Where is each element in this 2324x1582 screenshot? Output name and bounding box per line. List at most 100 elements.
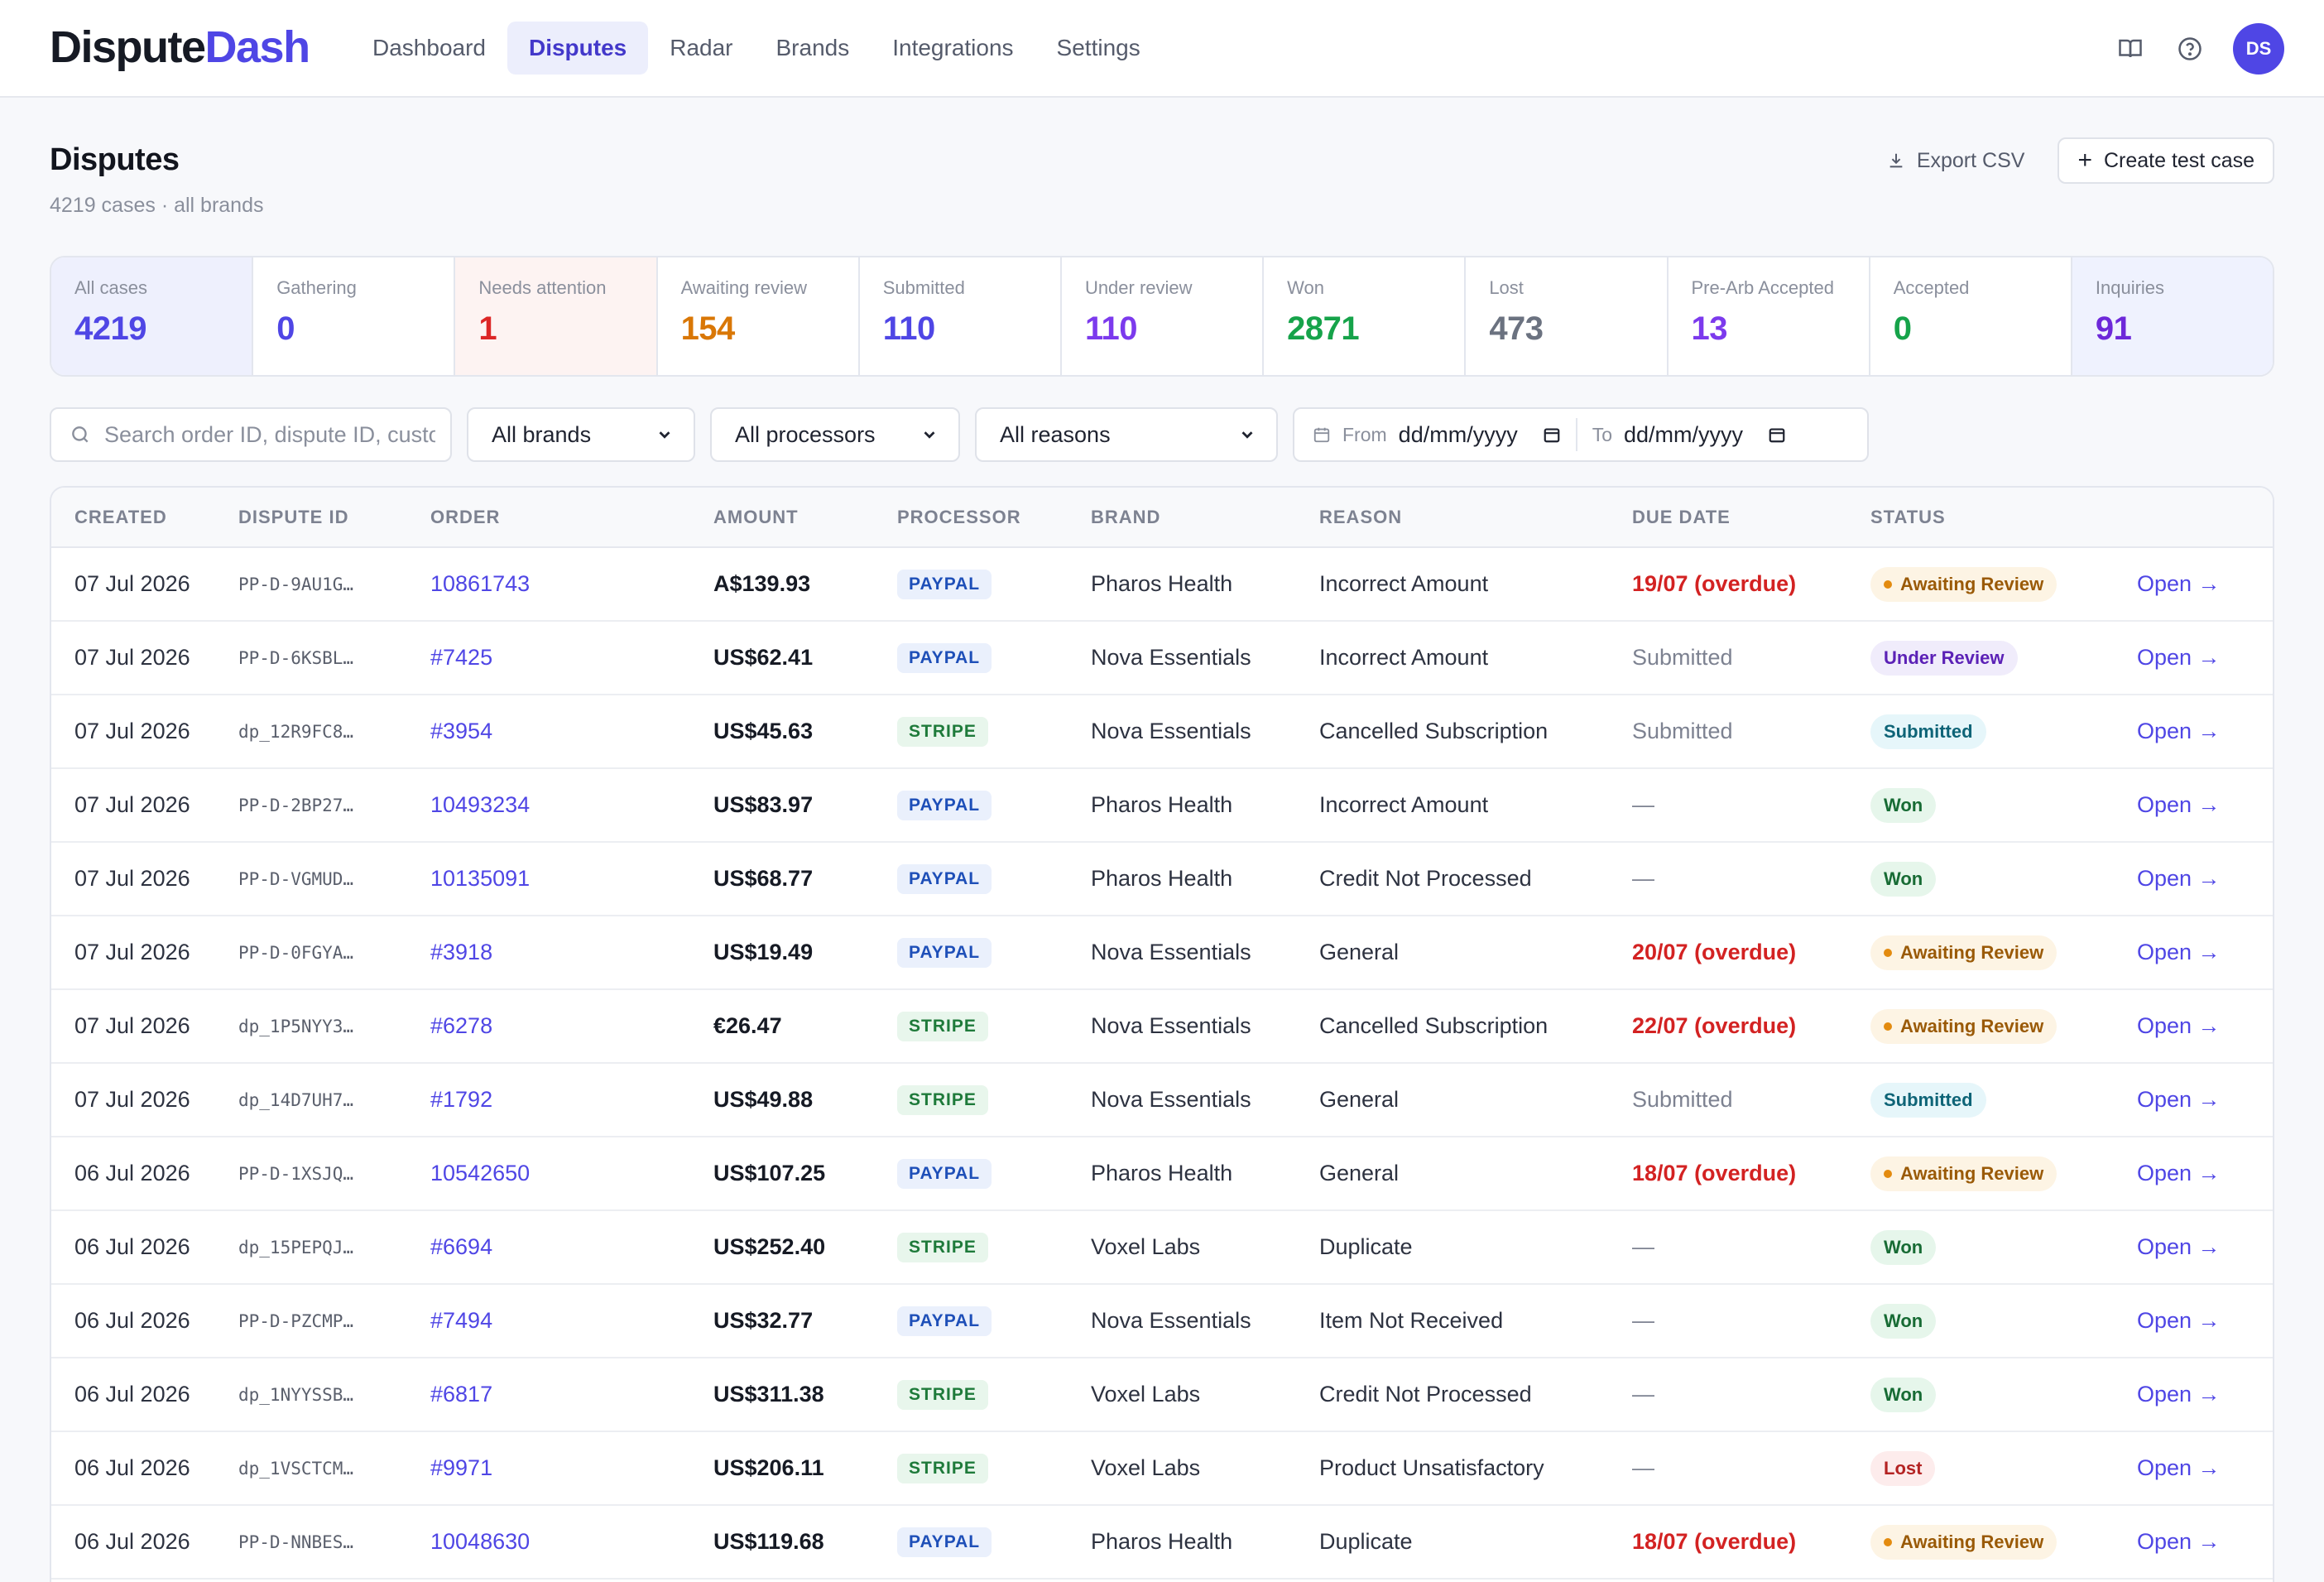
- order-link[interactable]: #3918: [430, 916, 713, 990]
- table-row[interactable]: 06 Jul 2026 PP-D-NNBES… 10048630 US$119.68 P…: [51, 1505, 2273, 1580]
- table-row[interactable]: 06 Jul 2026 PP-D-PZCMP… #7494 US$32.77 PAYPA…: [51, 1284, 2273, 1358]
- stat-needs-attention[interactable]: Needs attention 1: [455, 257, 658, 375]
- order-link[interactable]: #6817: [430, 1358, 713, 1432]
- open-case-link[interactable]: Open →: [2137, 1234, 2221, 1259]
- search-box: [50, 407, 452, 462]
- col-amount[interactable]: AMOUNT: [713, 488, 897, 548]
- col-processor[interactable]: PROCESSOR: [897, 488, 1091, 548]
- table-row[interactable]: 07 Jul 2026 dp_14D7UH7… #1792 US$49.88 STRIP…: [51, 1063, 2273, 1137]
- reason-filter-select[interactable]: All reasons: [975, 407, 1278, 462]
- create-test-case-button[interactable]: + Create test case: [2058, 137, 2274, 184]
- col-brand[interactable]: BRAND: [1091, 488, 1319, 548]
- order-link[interactable]: #3954: [430, 695, 713, 769]
- user-avatar[interactable]: DS: [2233, 23, 2284, 75]
- book-icon[interactable]: [2114, 32, 2147, 65]
- cell-created: 06 Jul 2026: [51, 1358, 238, 1432]
- table-row[interactable]: 07 Jul 2026 PP-D-0FGYA… #3918 US$19.49 PAYPA…: [51, 916, 2273, 990]
- open-case-link[interactable]: Open →: [2137, 1161, 2221, 1185]
- stat-awaiting-review[interactable]: Awaiting review 154: [658, 257, 860, 375]
- to-date-input[interactable]: dd/mm/yyyy: [1624, 421, 1744, 447]
- status-badge: Awaiting Review: [1870, 935, 2058, 970]
- cell-brand: Pharos Health: [1091, 547, 1319, 622]
- col-created[interactable]: CREATED: [51, 488, 238, 548]
- cell-brand: Pharos Health: [1091, 842, 1319, 916]
- order-link[interactable]: #6278: [430, 989, 713, 1064]
- order-link[interactable]: #1792: [430, 1063, 713, 1137]
- app-logo[interactable]: DisputeDash: [50, 20, 310, 75]
- col-due-date[interactable]: DUE DATE: [1632, 488, 1870, 548]
- stat-lost[interactable]: Lost 473: [1466, 257, 1669, 375]
- cell-amount: €26.47: [713, 989, 897, 1064]
- cell-status: Won: [1870, 842, 2137, 916]
- col-status[interactable]: STATUS: [1870, 488, 2137, 548]
- processor-filter-select[interactable]: All processors: [710, 407, 960, 462]
- table-row[interactable]: 07 Jul 2026 PP-D-VGMUD… 10135091 US$68.77 PA…: [51, 842, 2273, 916]
- stat-won[interactable]: Won 2871: [1264, 257, 1467, 375]
- status-badge: Won: [1870, 1377, 1937, 1412]
- table-row[interactable]: 06 Jul 2026 dp_1NYYSSB… #6817 US$311.38 STRI…: [51, 1358, 2273, 1432]
- order-link[interactable]: #9971: [430, 1431, 713, 1506]
- col-order[interactable]: ORDER: [430, 488, 713, 548]
- open-case-link[interactable]: Open →: [2137, 866, 2221, 891]
- open-case-link[interactable]: Open →: [2137, 792, 2221, 817]
- open-case-link[interactable]: Open →: [2137, 1382, 2221, 1406]
- nav-dashboard[interactable]: Dashboard: [372, 35, 486, 60]
- processor-badge: STRIPE: [897, 1232, 988, 1262]
- open-case-link[interactable]: Open →: [2137, 719, 2221, 743]
- table-row[interactable]: 07 Jul 2026 PP-D-6KSBL… #7425 US$62.41 PAYPA…: [51, 621, 2273, 695]
- col-dispute-id[interactable]: DISPUTE ID: [238, 488, 430, 548]
- stat-submitted[interactable]: Submitted 110: [860, 257, 1062, 375]
- nav-integrations[interactable]: Integrations: [892, 35, 1014, 60]
- order-link[interactable]: #6694: [430, 1210, 713, 1285]
- open-case-link[interactable]: Open →: [2137, 940, 2221, 964]
- open-case-link[interactable]: Open →: [2137, 645, 2221, 670]
- col-reason[interactable]: REASON: [1319, 488, 1632, 548]
- table-row[interactable]: 06 Jul 2026 dp_15PEPQJ… #6694 US$252.40 STRI…: [51, 1210, 2273, 1285]
- table-row[interactable]: 07 Jul 2026 dp_1P5NYY3… #6278 €26.47 STRIPE N…: [51, 989, 2273, 1064]
- open-case-link[interactable]: Open →: [2137, 1308, 2221, 1333]
- cell-brand: Pharos Health: [1091, 1505, 1319, 1580]
- table-row[interactable]: 06 Jul 2026 PP-D-1XSJQ… 10542650 US$107.25 P…: [51, 1137, 2273, 1211]
- stat-under-review[interactable]: Under review 110: [1062, 257, 1265, 375]
- cell-reason: Credit Not Processed: [1319, 842, 1632, 916]
- order-link[interactable]: #7494: [430, 1284, 713, 1358]
- from-date-input[interactable]: dd/mm/yyyy: [1398, 421, 1518, 447]
- stat-gathering[interactable]: Gathering 0: [253, 257, 456, 375]
- stat-label: Inquiries: [2095, 277, 2165, 298]
- cell-amount: US$107.25: [713, 1137, 897, 1211]
- cell-amount: US$311.38: [713, 1358, 897, 1432]
- order-link[interactable]: 10135091: [430, 842, 713, 916]
- open-case-link[interactable]: Open →: [2137, 1013, 2221, 1038]
- stat-all-cases[interactable]: All cases 4219: [51, 257, 254, 375]
- nav-disputes[interactable]: Disputes: [507, 22, 649, 75]
- order-link[interactable]: 10048630: [430, 1505, 713, 1580]
- stat-accepted[interactable]: Accepted 0: [1870, 257, 2072, 375]
- table-row[interactable]: 07 Jul 2026 PP-D-9AU1G… 10861743 A$139.93 PA…: [51, 547, 2273, 622]
- open-case-link[interactable]: Open →: [2137, 1087, 2221, 1112]
- stat-pre-arb-accepted[interactable]: Pre-Arb Accepted 13: [1669, 257, 1870, 375]
- cell-brand: Pharos Health: [1091, 768, 1319, 843]
- nav-radar[interactable]: Radar: [670, 35, 733, 60]
- open-case-link[interactable]: Open →: [2137, 1529, 2221, 1554]
- cell-status: Submitted: [1870, 1063, 2137, 1137]
- help-icon[interactable]: [2173, 32, 2206, 65]
- order-link[interactable]: 10861743: [430, 547, 713, 622]
- cell-due-date: —: [1632, 1358, 1870, 1432]
- open-case-link[interactable]: Open →: [2137, 1455, 2221, 1480]
- order-link[interactable]: 10493234: [430, 768, 713, 843]
- order-link[interactable]: #7425: [430, 621, 713, 695]
- brand-filter-select[interactable]: All brands: [467, 407, 695, 462]
- table-row[interactable]: 06 Jul 2026 dp_1VSCTCM… #9971 US$206.11 STRI…: [51, 1431, 2273, 1506]
- open-case-link[interactable]: Open →: [2137, 571, 2221, 596]
- nav-settings[interactable]: Settings: [1056, 35, 1140, 60]
- status-label: Submitted: [1884, 1089, 1973, 1110]
- table-row[interactable]: 07 Jul 2026 PP-D-2BP27… 10493234 US$83.97 PA…: [51, 768, 2273, 843]
- export-csv-button[interactable]: Export CSV: [1870, 137, 2042, 184]
- export-csv-label: Export CSV: [1916, 148, 2025, 172]
- search-input[interactable]: [104, 421, 435, 448]
- order-link[interactable]: 10542650: [430, 1137, 713, 1211]
- cell-status: Won: [1870, 1210, 2137, 1285]
- stat-inquiries[interactable]: Inquiries 91: [2072, 257, 2273, 375]
- nav-brands[interactable]: Brands: [775, 35, 850, 60]
- table-row[interactable]: 07 Jul 2026 dp_12R9FC8… #3954 US$45.63 STRIP…: [51, 695, 2273, 769]
